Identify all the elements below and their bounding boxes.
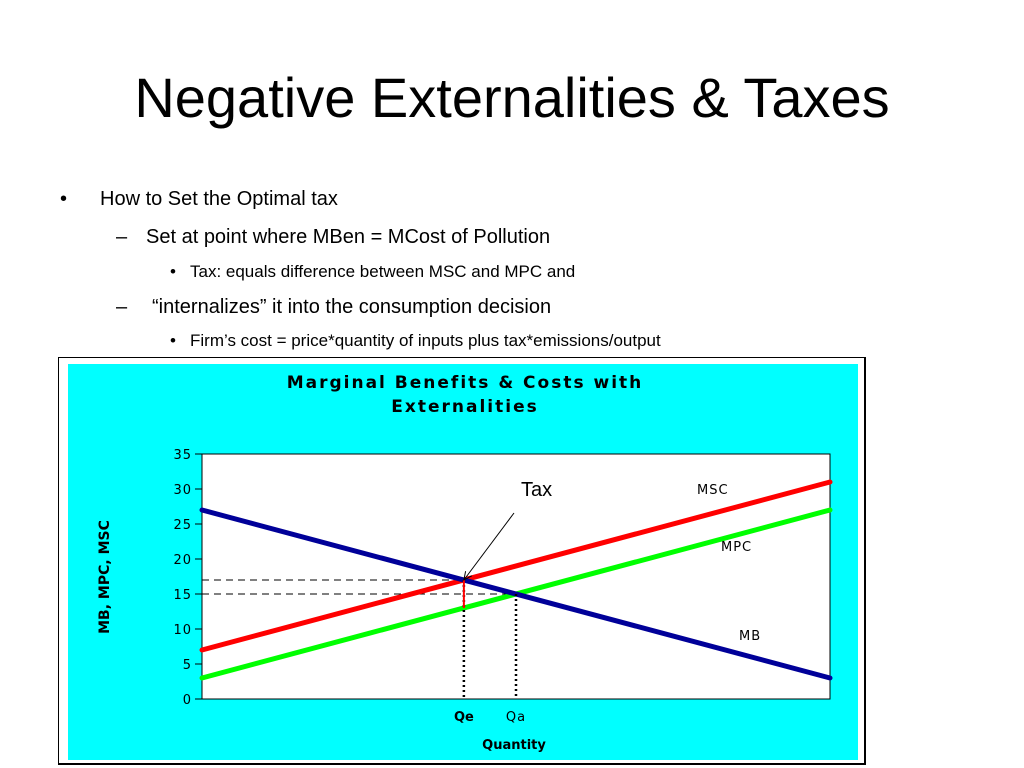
tax-arrowhead (463, 571, 473, 581)
x-marker-label: Qa (506, 710, 526, 725)
series-label-mb: MB (739, 629, 761, 644)
y-axis-label: MB, MPC, MSC (97, 520, 113, 634)
bullet-text: Tax: equals difference between MSC and M… (190, 262, 576, 281)
x-marker-label: Qe (454, 710, 474, 725)
bullet-level2: – Set at point where MBen = MCost of Pol… (116, 226, 551, 249)
plot-area (201, 453, 831, 700)
bullet-text: Firm’s cost = price*quantity of inputs p… (190, 331, 661, 350)
chart-title-line1: Marginal Benefits & Costs with (287, 373, 644, 393)
bullet-level1: • How to Set the Optimal tax (60, 188, 338, 211)
y-tick-label: 15 (173, 588, 192, 603)
bullet-level2: – “internalizes” it into the consumption… (116, 296, 552, 319)
bullet-marker: • (60, 188, 68, 210)
y-axis: 0 5 10 15 20 25 30 35 (173, 448, 202, 708)
x-axis-label: Quantity (482, 738, 546, 753)
tax-annotation: Tax (521, 479, 552, 501)
bullet-level3: • Firm’s cost = price*quantity of inputs… (170, 331, 661, 351)
y-tick-label: 5 (183, 658, 192, 673)
bullet-text: Set at point where MBen = MCost of Pollu… (146, 226, 551, 248)
y-tick-label: 0 (183, 693, 192, 708)
slide-title: Negative Externalities & Taxes (134, 66, 890, 129)
series-line-msc (199, 479, 833, 653)
series-label-msc: MSC (697, 483, 729, 498)
bullet-level3: • Tax: equals difference between MSC and… (170, 262, 576, 282)
bullet-marker: – (116, 296, 128, 318)
bullet-text: How to Set the Optimal tax (100, 188, 338, 210)
bullet-marker: • (170, 331, 176, 350)
tax-annotation-arrow (463, 512, 515, 581)
guide-lines (202, 579, 516, 595)
series-label-mpc: MPC (721, 540, 752, 555)
bullet-text: “internalizes” it into the consumption d… (152, 296, 552, 318)
bullet-marker: • (170, 262, 176, 281)
y-tick-label: 35 (173, 448, 192, 463)
bullet-marker: – (116, 226, 128, 248)
chart-title-line2: Externalities (391, 397, 538, 417)
chart-frame: Marginal Benefits & Costs with Externali… (58, 357, 866, 765)
externality-chart: Marginal Benefits & Costs with Externali… (68, 364, 858, 760)
y-tick-label: 10 (173, 623, 192, 638)
x-markers: Qe Qa (454, 580, 526, 725)
y-tick-label: 20 (173, 553, 192, 568)
y-tick-label: 25 (173, 518, 192, 533)
y-tick-label: 30 (173, 483, 192, 498)
